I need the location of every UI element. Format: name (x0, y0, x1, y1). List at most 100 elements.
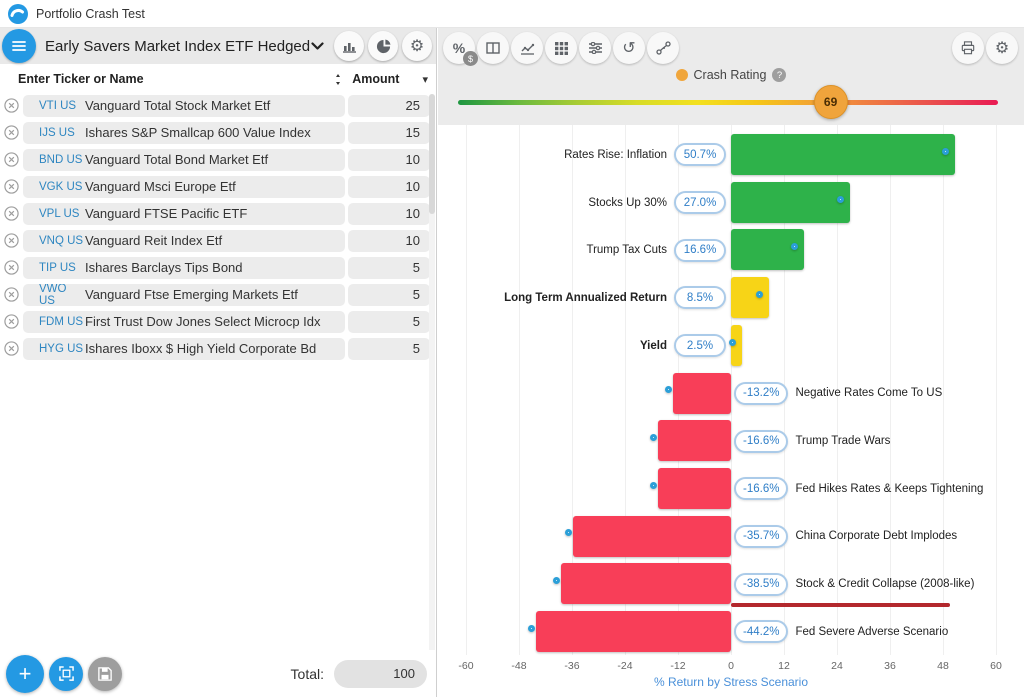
holding-ticker[interactable]: IJS US (39, 126, 75, 139)
help-icon[interactable]: ? (772, 68, 787, 82)
holding-ticker[interactable]: BND US (39, 153, 83, 166)
slider-knob[interactable]: 69 (813, 85, 848, 119)
scenario-marker-dot[interactable] (791, 243, 799, 251)
remove-holding-icon[interactable] (3, 152, 20, 167)
scenario-value-pill[interactable]: 2.5% (674, 334, 726, 358)
holding-main[interactable]: VGK US Vanguard Msci Europe Etf (23, 175, 345, 198)
scenario-marker-dot[interactable] (649, 434, 657, 442)
chart-settings-button[interactable]: ⚙ (986, 32, 1018, 64)
scrollbar-thumb[interactable] (429, 94, 435, 214)
portfolio-settings-button[interactable]: ⚙ (402, 31, 432, 61)
holding-main[interactable]: FDM US First Trust Dow Jones Select Micr… (23, 310, 345, 333)
scenario-value-pill[interactable]: -13.2% (734, 381, 789, 405)
scenario-value-pill[interactable]: -44.2% (734, 620, 789, 644)
holding-main[interactable]: VNQ US Vanguard Reit Index Etf (23, 229, 345, 252)
remove-holding-icon[interactable] (3, 206, 20, 221)
holding-amount[interactable]: 5 (348, 310, 430, 333)
scenario-value-pill[interactable]: 50.7% (674, 143, 726, 167)
remove-holding-icon[interactable] (3, 179, 20, 194)
holding-main[interactable]: IJS US Ishares S&P Smallcap 600 Value In… (23, 121, 345, 144)
slider-track[interactable] (458, 100, 998, 105)
scenario-marker-dot[interactable] (664, 386, 672, 394)
filter-sliders-button[interactable] (579, 32, 611, 64)
scenario-marker-dot[interactable] (941, 147, 949, 155)
amount-sort-caret-icon[interactable]: ▾ (422, 73, 428, 86)
holding-ticker[interactable]: TIP US (39, 261, 76, 274)
scenario-bar[interactable] (560, 563, 731, 605)
chevron-down-icon[interactable] (311, 41, 324, 51)
remove-holding-icon[interactable] (3, 125, 20, 140)
scan-portfolio-button[interactable] (49, 656, 83, 691)
remove-holding-icon[interactable] (3, 341, 20, 356)
sort-icon[interactable] (333, 73, 343, 86)
holding-ticker[interactable]: VPL US (39, 207, 80, 220)
holding-ticker[interactable]: VGK US (39, 180, 83, 193)
holdings-scrollbar[interactable] (429, 94, 435, 672)
holding-ticker[interactable]: VNQ US (39, 234, 84, 247)
scenario-bar[interactable] (672, 372, 731, 414)
holding-ticker[interactable]: FDM US (39, 315, 84, 328)
holding-ticker[interactable]: VWO US (39, 283, 67, 306)
search-input[interactable] (18, 72, 228, 86)
holding-main[interactable]: VPL US Vanguard FTSE Pacific ETF (23, 202, 345, 225)
scenario-bar[interactable] (657, 467, 731, 509)
scenario-bar[interactable] (573, 515, 731, 557)
holding-amount[interactable]: 5 (348, 256, 430, 279)
scenario-bar[interactable] (731, 134, 955, 175)
columns-layout-button[interactable] (477, 32, 509, 64)
save-portfolio-button[interactable] (88, 656, 122, 691)
scenario-value-pill[interactable]: -35.7% (734, 524, 789, 548)
holding-main[interactable]: VTI US Vanguard Total Stock Market Etf (23, 94, 345, 117)
holding-amount[interactable]: 10 (348, 175, 430, 198)
scenario-bar[interactable] (535, 611, 731, 652)
add-holding-button[interactable]: + (6, 654, 44, 693)
scenario-bar[interactable] (731, 324, 743, 366)
holding-amount[interactable]: 5 (348, 283, 430, 306)
holding-ticker[interactable]: VTI US (39, 99, 77, 112)
scenario-marker-dot[interactable] (527, 624, 535, 632)
history-button[interactable]: ↺ (613, 32, 645, 64)
amount-column-header[interactable]: Amount (352, 72, 400, 86)
scenario-value-pill[interactable]: -38.5% (734, 572, 789, 596)
holding-amount[interactable]: 10 (348, 202, 430, 225)
scenario-value-pill[interactable]: 16.6% (674, 238, 726, 262)
bar-chart-view-button[interactable] (334, 31, 364, 61)
scenario-marker-dot[interactable] (565, 529, 573, 537)
percent-dollar-toggle-button[interactable]: % $ (443, 32, 478, 66)
scenario-marker-dot[interactable] (552, 577, 560, 585)
line-chart-button[interactable] (511, 32, 543, 64)
remove-holding-icon[interactable] (3, 287, 20, 302)
pie-chart-view-button[interactable] (368, 31, 398, 61)
portfolio-select[interactable]: Early Savers Market Index ETF Hedged (45, 37, 311, 55)
scenario-bar[interactable] (657, 420, 731, 462)
holding-main[interactable]: TIP US Ishares Barclays Tips Bond (23, 256, 345, 279)
scenario-marker-dot[interactable] (649, 481, 657, 489)
scenario-value-pill[interactable]: 27.0% (674, 191, 726, 215)
holding-amount[interactable]: 15 (348, 121, 430, 144)
holding-amount[interactable]: 25 (348, 94, 430, 117)
holding-amount[interactable]: 10 (348, 148, 430, 171)
holding-ticker[interactable]: HYG US (39, 342, 84, 355)
menu-button[interactable] (2, 29, 36, 63)
scenario-bar[interactable] (731, 277, 769, 319)
scenario-value-pill[interactable]: 8.5% (674, 286, 726, 310)
holding-main[interactable]: BND US Vanguard Total Bond Market Etf (23, 148, 345, 171)
scenario-marker-dot[interactable] (729, 338, 737, 346)
scenario-value-pill[interactable]: -16.6% (734, 477, 789, 501)
scenario-bar[interactable] (731, 229, 805, 271)
scenario-marker-dot[interactable] (837, 195, 845, 203)
remove-holding-icon[interactable] (3, 260, 20, 275)
holding-main[interactable]: VWO US Vanguard Ftse Emerging Markets Et… (23, 283, 345, 306)
remove-holding-icon[interactable] (3, 314, 20, 329)
holding-amount[interactable]: 10 (348, 229, 430, 252)
remove-holding-icon[interactable] (3, 98, 20, 113)
holding-main[interactable]: HYG US Ishares Iboxx $ High Yield Corpor… (23, 337, 345, 360)
scenario-value-pill[interactable]: -16.6% (734, 429, 789, 453)
print-button[interactable] (952, 32, 984, 64)
holding-amount[interactable]: 5 (348, 337, 430, 360)
scenario-marker-dot[interactable] (755, 290, 763, 298)
remove-holding-icon[interactable] (3, 233, 20, 248)
crash-rating-slider[interactable]: 69 (458, 85, 998, 119)
flows-button[interactable] (647, 32, 679, 64)
grid-view-button[interactable] (545, 32, 577, 64)
